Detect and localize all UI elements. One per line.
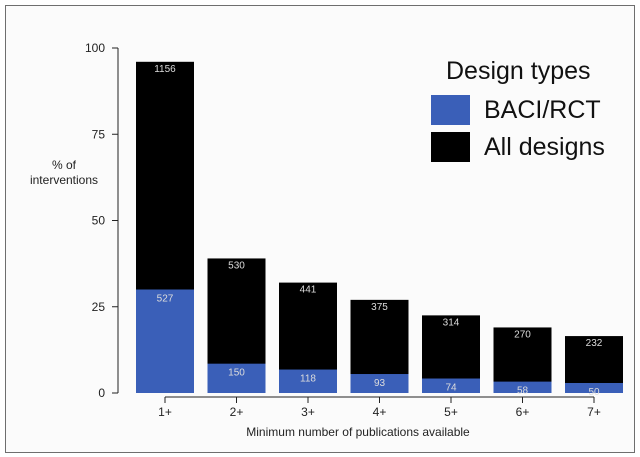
bar-count-label-all-designs: 232 xyxy=(586,338,603,349)
x-tick-label: 3+ xyxy=(301,405,315,419)
bar-baci-rct xyxy=(136,289,194,393)
bar-count-label-baci-rct: 93 xyxy=(374,378,386,389)
legend-swatch-baci-rct xyxy=(431,95,470,125)
legend: Design types BACI/RCT All designs xyxy=(431,57,605,162)
bar-count-label-baci-rct: 50 xyxy=(588,387,600,398)
x-tick-label: 6+ xyxy=(516,405,530,419)
bar-count-label-baci-rct: 150 xyxy=(228,368,245,379)
x-tick-label: 2+ xyxy=(230,405,244,419)
x-tick-label: 4+ xyxy=(373,405,387,419)
bar-count-label-all-designs: 1156 xyxy=(154,64,176,75)
y-axis-title-line1: % of xyxy=(52,158,77,172)
y-axis-title-line2: interventions xyxy=(30,173,98,187)
x-axis: 1+ 2+ 3+ 4+ 5+ 6+ 7+ xyxy=(158,396,601,419)
bar-count-label-baci-rct: 58 xyxy=(517,386,529,397)
y-axis: 0 25 50 75 100 xyxy=(85,41,119,400)
bar-count-label-all-designs: 441 xyxy=(300,285,317,296)
bar-count-label-all-designs: 270 xyxy=(514,329,531,340)
bar-baci-rct xyxy=(565,382,623,393)
bar-count-label-baci-rct: 118 xyxy=(300,374,316,385)
x-tick-label: 7+ xyxy=(587,405,601,419)
legend-swatch-all-designs xyxy=(431,132,470,162)
bar-baci-rct xyxy=(493,381,552,393)
x-axis-title: Minimum number of publications available xyxy=(246,425,470,439)
bars: 1156 527 530 150 441 118 375 93 314 74 270 58 232 50 xyxy=(136,61,623,398)
x-tick-label: 1+ xyxy=(158,405,172,419)
bar-count-label-all-designs: 530 xyxy=(228,260,245,271)
legend-label-all-designs: All designs xyxy=(484,133,605,161)
y-tick-label: 100 xyxy=(85,41,105,55)
bar-baci-rct xyxy=(422,378,480,393)
bar-count-label-baci-rct: 527 xyxy=(157,294,174,305)
bar-count-label-baci-rct: 74 xyxy=(445,383,457,394)
y-tick-label: 0 xyxy=(98,386,105,400)
bar-count-label-all-designs: 375 xyxy=(371,302,388,313)
bar-baci-rct xyxy=(207,363,266,393)
y-tick-label: 25 xyxy=(92,300,106,314)
x-tick-label: 5+ xyxy=(444,405,458,419)
bar-count-label-all-designs: 314 xyxy=(443,317,460,328)
y-tick-label: 75 xyxy=(92,127,106,141)
legend-label-baci-rct: BACI/RCT xyxy=(484,96,601,124)
bar-baci-rct xyxy=(350,374,409,393)
legend-title: Design types xyxy=(446,57,591,85)
bar-baci-rct xyxy=(279,369,337,393)
y-tick-label: 50 xyxy=(92,214,106,228)
